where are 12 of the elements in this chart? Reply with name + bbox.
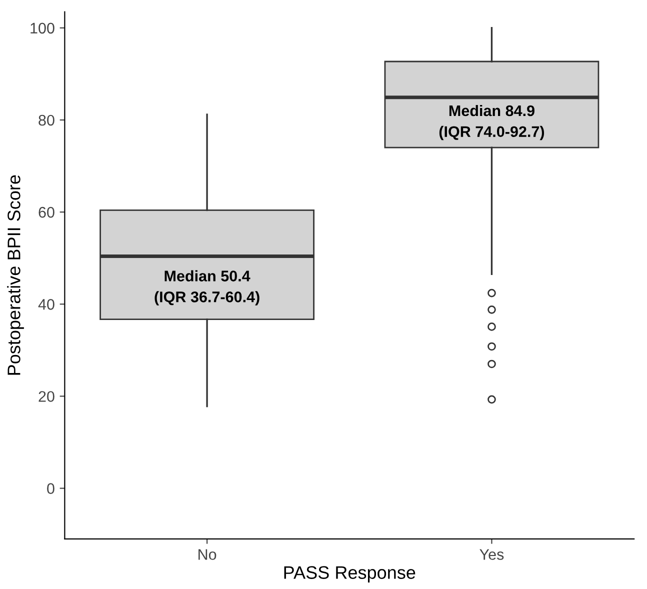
x-axis-title: PASS Response (284, 566, 416, 583)
y-tick-label: 0 (47, 483, 54, 494)
annotation: Median 84.9 (IQR 74.0-92.7) (439, 104, 544, 140)
y-tick-label: 100 (30, 22, 54, 34)
y-axis-title: Postoperative BPII Score (7, 175, 24, 375)
x-tick-label: No (198, 549, 216, 560)
y-tick-label: 20 (38, 391, 54, 402)
y-tick-label: 40 (38, 299, 54, 310)
y-tick-label: 60 (38, 206, 54, 218)
y-tick-label: 80 (38, 114, 54, 126)
x-tick-label: Yes (480, 549, 504, 560)
annotation: Median 50.4 (IQR 36.7-60.4) (154, 270, 260, 306)
